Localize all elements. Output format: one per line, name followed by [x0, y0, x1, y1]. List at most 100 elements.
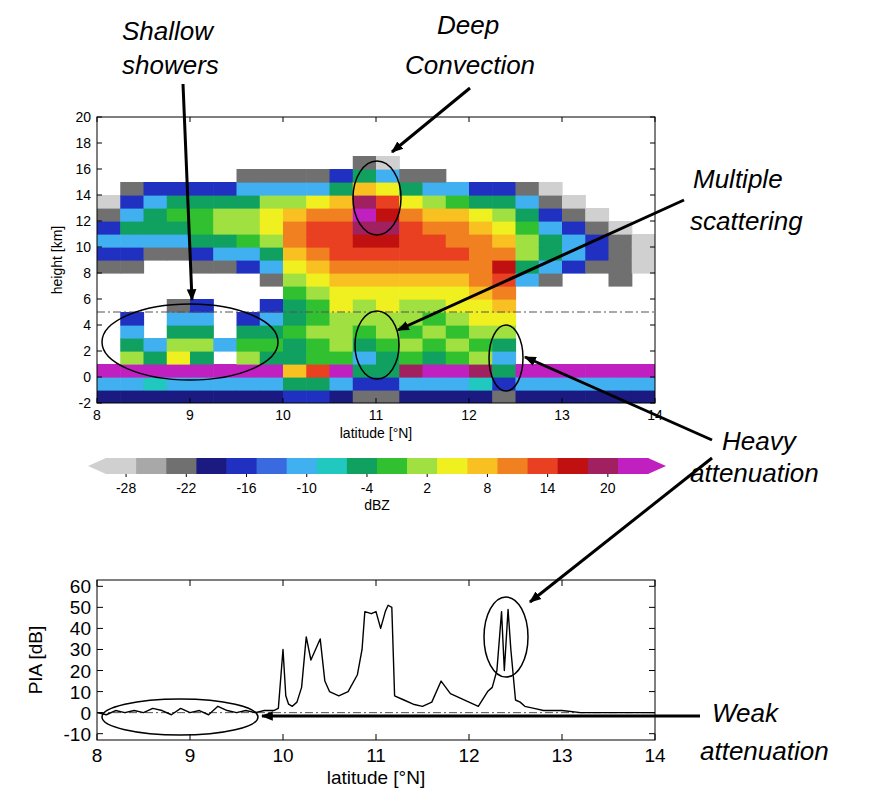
tick [655, 734, 656, 740]
cell [399, 195, 423, 209]
cell [376, 247, 400, 261]
cell [609, 234, 633, 248]
cell [190, 390, 214, 403]
cell [469, 247, 493, 261]
cell [237, 208, 261, 222]
cell [469, 221, 493, 235]
tick-label: 13 [551, 745, 572, 766]
cell [632, 260, 655, 274]
cell [144, 221, 168, 235]
tick-label: 13 [554, 407, 570, 423]
tick [97, 649, 103, 650]
axis-title: PIA [dB] [25, 626, 46, 695]
cell [539, 273, 563, 287]
tick-label: 8 [92, 745, 103, 766]
cell [469, 208, 493, 222]
cell [237, 195, 261, 209]
cell [446, 260, 470, 274]
cell [190, 234, 214, 248]
colorbar-bin [467, 458, 498, 474]
tick [562, 580, 563, 586]
tick-label: 8 [83, 265, 91, 281]
tick [650, 403, 655, 404]
cell [492, 221, 516, 235]
cell [190, 364, 214, 378]
cell [260, 273, 284, 287]
annotation: Heavyattenuation [690, 426, 819, 488]
tick-label: 16 [75, 161, 91, 177]
colorbar-bin [317, 458, 348, 474]
tick-label: 0 [83, 369, 91, 385]
cell [516, 208, 540, 222]
cell [376, 182, 400, 196]
tick-label: 12 [458, 745, 479, 766]
cell [260, 338, 284, 352]
tick [469, 398, 470, 403]
tick-label: 10 [275, 407, 291, 423]
tick [97, 734, 98, 740]
cell [144, 182, 168, 196]
cell [353, 299, 377, 313]
tick [650, 221, 655, 222]
cell [260, 312, 284, 326]
cell [97, 377, 121, 391]
cell [539, 195, 563, 209]
cell [330, 195, 354, 209]
cell [190, 260, 214, 274]
cell [399, 182, 423, 196]
tick-label: 12 [75, 213, 91, 229]
cell [446, 247, 470, 261]
tick-label: 10 [272, 745, 293, 766]
cell [423, 286, 447, 300]
cell [306, 325, 330, 339]
cell [283, 247, 307, 261]
cell [539, 390, 563, 403]
cell [237, 377, 261, 391]
tick-label: 9 [186, 407, 194, 423]
cell [492, 208, 516, 222]
cell [283, 299, 307, 313]
cell [376, 390, 400, 403]
colorbar-tick-label: 8 [484, 480, 492, 496]
annotation-line: scattering [690, 206, 803, 236]
cell [190, 195, 214, 209]
cell [376, 156, 400, 170]
tick [283, 580, 284, 586]
cell [120, 325, 144, 339]
cell [167, 338, 191, 352]
cell [469, 299, 493, 313]
cell [120, 260, 144, 274]
cell [446, 312, 470, 326]
tick [97, 628, 103, 629]
tick-label: 20 [70, 661, 91, 682]
cell [399, 351, 423, 365]
cell [632, 377, 655, 391]
tick-label: 10 [75, 239, 91, 255]
cell [306, 260, 330, 274]
tick [97, 712, 103, 713]
cell [353, 156, 377, 170]
cell [167, 364, 191, 378]
cell [469, 182, 493, 196]
annotation-ellipse [102, 304, 278, 380]
cell [469, 325, 493, 339]
cell [492, 299, 516, 313]
cell [260, 260, 284, 274]
cell [632, 390, 655, 403]
cell [353, 182, 377, 196]
annotation-arrow [183, 84, 192, 300]
annotation-arrow [530, 458, 712, 602]
tick [97, 580, 98, 586]
tick [97, 117, 98, 122]
cell [260, 390, 284, 403]
colorbar-tick-label: -28 [116, 480, 136, 496]
tick-label: 18 [75, 135, 91, 151]
colorbar-tick [126, 474, 127, 477]
colorbar-bin [588, 458, 619, 474]
annotation-line: Shallow [122, 16, 215, 46]
tick-label: 60 [70, 576, 91, 597]
colorbar-title: dBZ [364, 497, 390, 513]
cell [492, 390, 516, 403]
tick [97, 607, 103, 608]
axis-title: height [km] [49, 226, 65, 294]
